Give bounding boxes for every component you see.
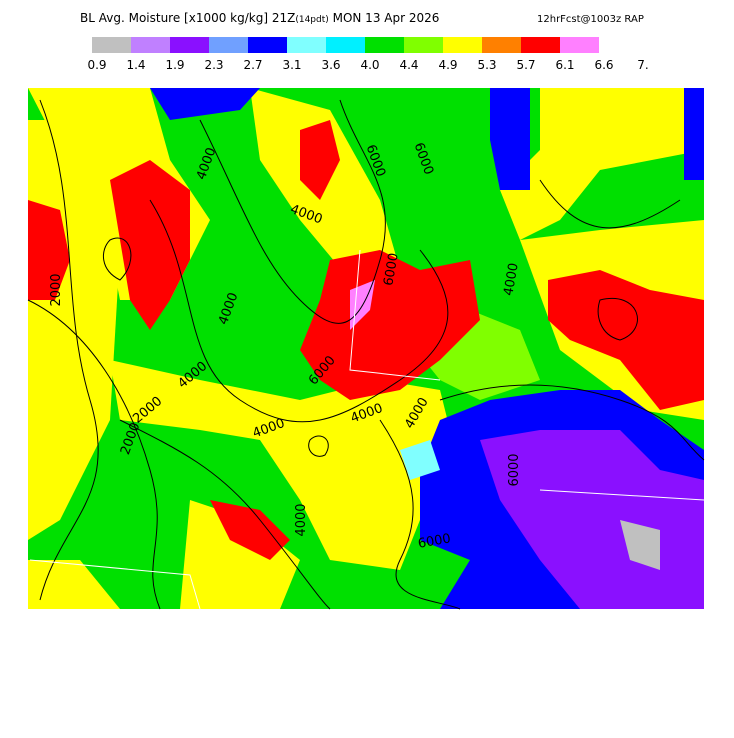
legend-label: 6.1 — [555, 58, 574, 72]
contour-label: 6000 — [417, 531, 452, 552]
legend-swatch — [560, 37, 599, 53]
map — [27, 88, 705, 610]
legend-label: 4.0 — [360, 58, 379, 72]
legend-label: 3.1 — [282, 58, 301, 72]
legend-label: 5.3 — [477, 58, 496, 72]
title-main: BL Avg. Moisture [x1000 kg/kg] 21Z — [80, 11, 295, 25]
legend-label: 2.3 — [204, 58, 223, 72]
title: BL Avg. Moisture [x1000 kg/kg] 21Z(14pdt… — [80, 11, 439, 25]
legend-swatch — [170, 37, 209, 53]
legend-label: 4.4 — [399, 58, 418, 72]
legend-label: 1.9 — [165, 58, 184, 72]
legend-swatch — [482, 37, 521, 53]
contour-label: 6000 — [507, 453, 522, 486]
legend-swatch — [404, 37, 443, 53]
legend-swatch — [521, 37, 560, 53]
legend: 0.9 1.4 1.9 2.3 2.7 3.1 3.6 4.0 4.4 4.9 5.3 5.7 6.1 6… — [87, 37, 649, 72]
title-local: (14pdt) — [295, 15, 328, 25]
contour-label: 2000 — [49, 273, 64, 306]
legend-swatch — [248, 37, 287, 53]
legend-label: 5.7 — [516, 58, 535, 72]
legend-swatch — [443, 37, 482, 53]
legend-label: 2.7 — [243, 58, 262, 72]
legend-swatch — [92, 37, 131, 53]
legend-swatch — [365, 37, 404, 53]
legend-label: 7. — [637, 58, 648, 72]
legend-swatch — [131, 37, 170, 53]
legend-label: 6.6 — [594, 58, 613, 72]
contour-label: 4000 — [294, 503, 309, 536]
legend-label: 0.9 — [87, 58, 106, 72]
legend-label: 3.6 — [321, 58, 340, 72]
contour-label: 6000 — [381, 252, 402, 287]
forecast: 12hrFcst@1003z RAP — [537, 14, 644, 25]
legend-swatch — [326, 37, 365, 53]
contour-label: 4000 — [501, 262, 522, 297]
title-date: MON 13 Apr 2026 — [329, 11, 440, 25]
legend-label: 1.4 — [126, 58, 145, 72]
legend-label: 4.9 — [438, 58, 457, 72]
legend-swatch — [287, 37, 326, 53]
legend-swatch — [209, 37, 248, 53]
